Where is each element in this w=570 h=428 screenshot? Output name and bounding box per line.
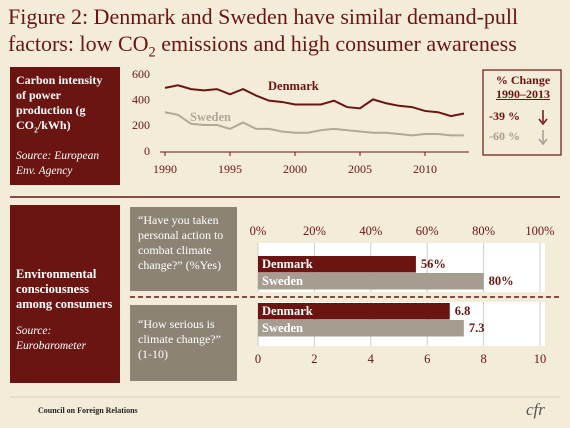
title-subscript: 2 — [148, 44, 156, 61]
x-tick-label: 1990 — [153, 162, 177, 176]
bar — [258, 320, 464, 337]
x-tick-label: 2005 — [348, 162, 372, 176]
question: “Have you taken personal action to comba… — [130, 207, 237, 291]
value-label: 6.8 — [455, 304, 471, 318]
y-tick-label: 200 — [132, 118, 150, 132]
series-label: Sweden — [190, 110, 231, 124]
x-tick-label: 60% — [416, 224, 439, 238]
label-text: /kWh) — [37, 118, 71, 132]
category-label: Denmark — [262, 304, 313, 318]
box-label: Environmental consciousness among consum… — [16, 267, 113, 311]
x-tick-label: 80% — [472, 224, 495, 238]
bar — [258, 273, 484, 290]
change-value: -60 % — [489, 129, 520, 143]
x-tick-label: 1995 — [218, 162, 242, 176]
box-label: Carbon intensity of power production (g … — [16, 73, 114, 137]
logo: cfr — [526, 400, 545, 419]
change-header: % Change 1990–2013 — [486, 73, 560, 101]
arrow-head — [538, 138, 548, 146]
label-box: Carbon intensity of power production (g … — [10, 67, 120, 185]
value-label: 80% — [489, 274, 514, 288]
change-period: 1990–2013 — [496, 87, 550, 101]
x-tick-label: 40% — [359, 224, 382, 238]
x-tick-label: 4 — [368, 352, 375, 366]
label-box: Environmental consciousness among consum… — [10, 205, 120, 383]
source: Source: European Env. Agency — [16, 150, 100, 178]
value-label: 56% — [421, 257, 446, 271]
title: factors: low CO2 emissions and high cons… — [8, 31, 517, 65]
question: “How serious is climate change?” (1-10) — [130, 305, 237, 381]
bar — [258, 303, 450, 320]
category-label: Denmark — [262, 257, 313, 271]
x-tick-label: 8 — [480, 352, 486, 366]
title-text: Figure 2: Denmark and Sweden have simila… — [8, 4, 519, 29]
x-tick-label: 0% — [250, 224, 267, 238]
x-tick-label: 2010 — [413, 162, 437, 176]
x-tick-label: 10 — [534, 352, 547, 366]
title-text: emissions and high consumer awareness — [155, 31, 517, 56]
x-tick-label: 0 — [255, 352, 261, 366]
x-tick-label: 20% — [303, 224, 326, 238]
category-label: Sweden — [262, 321, 303, 335]
series-label: Denmark — [268, 79, 319, 93]
value-label: 7.3 — [469, 321, 485, 335]
change-value: -39 % — [489, 109, 520, 123]
change-title: % Change — [495, 73, 551, 87]
label-text: Carbon intensity of power production (g … — [16, 73, 103, 132]
x-tick-label: 2 — [311, 352, 317, 366]
x-tick-label: 6 — [424, 352, 430, 366]
x-tick-label: 100% — [525, 224, 554, 238]
y-tick-label: 0 — [144, 144, 150, 158]
title-text: factors: low CO — [8, 31, 149, 56]
line — [164, 84, 465, 118]
x-tick-label: 2000 — [283, 162, 307, 176]
change-box — [482, 69, 562, 156]
footer-org: Council on Foreign Relations — [38, 406, 138, 415]
bar — [258, 256, 416, 273]
source: Source: Eurobarometer — [16, 325, 87, 352]
y-tick-label: 400 — [132, 92, 150, 106]
y-tick-label: 600 — [132, 67, 150, 81]
category-label: Sweden — [262, 274, 303, 288]
arrow-head — [538, 118, 548, 126]
line — [164, 111, 464, 137]
label-subscript: 2 — [34, 125, 38, 135]
title: Figure 2: Denmark and Sweden have simila… — [8, 4, 518, 30]
